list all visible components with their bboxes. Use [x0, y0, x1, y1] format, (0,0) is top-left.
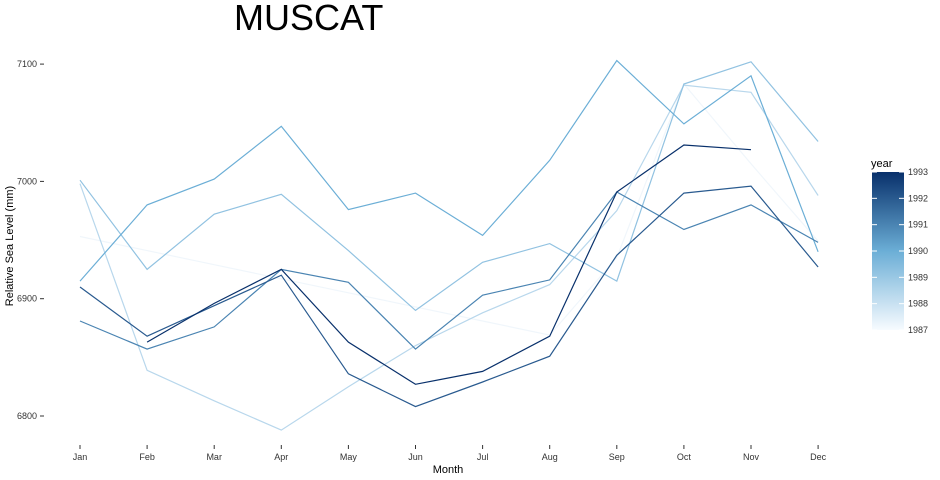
legend-tick-label: 1991 — [908, 220, 928, 230]
x-tick-label: Oct — [677, 452, 692, 462]
x-tick-label: May — [340, 452, 358, 462]
x-axis: Jan Feb Mar Apr May Jun Jul Aug Sep Oct Nov Dec — [73, 445, 827, 462]
legend-tick-label: 1990 — [908, 246, 928, 256]
series-line-1987 — [79, 82, 819, 336]
x-tick-label: Mar — [206, 452, 222, 462]
chart-title: MUSCAT — [234, 0, 383, 38]
series-layer — [79, 59, 819, 431]
x-axis-title: Month — [433, 464, 464, 476]
x-tick-label: Jul — [477, 452, 489, 462]
x-tick-label: Jun — [408, 452, 423, 462]
x-tick-label: Feb — [139, 452, 155, 462]
series-line-1991 — [79, 191, 819, 350]
y-axis-title: Relative Sea Level (mm) — [4, 186, 16, 306]
x-tick-label: Jan — [73, 452, 88, 462]
legend-tick-label: 1988 — [908, 299, 928, 309]
x-tick-label: Apr — [274, 452, 288, 462]
series-line-1993 — [146, 144, 752, 385]
y-tick-label: 6800 — [17, 411, 37, 421]
legend-tick-label: 1992 — [908, 193, 928, 203]
series-line-1988 — [79, 84, 819, 431]
x-tick-label: Dec — [810, 452, 827, 462]
legend-tick-label: 1993 — [908, 167, 928, 177]
y-tick-label: 7000 — [17, 176, 37, 186]
legend-ticks: 1993 1992 1991 1990 1989 1988 1987 — [872, 167, 928, 335]
series-line-1989 — [79, 61, 819, 312]
series-line-1992 — [79, 185, 819, 408]
x-tick-label: Aug — [542, 452, 558, 462]
legend-tick-label: 1989 — [908, 272, 928, 282]
legend: year 1993 1992 1991 1990 1989 1988 1987 — [871, 158, 928, 335]
legend-colorbar — [872, 172, 904, 330]
x-tick-label: Nov — [743, 452, 760, 462]
y-tick-label: 6900 — [17, 294, 37, 304]
plot-area — [79, 59, 819, 431]
y-axis: 6800 6900 7000 7100 — [17, 59, 44, 421]
x-tick-label: Sep — [609, 452, 625, 462]
y-tick-label: 7100 — [17, 59, 37, 69]
legend-title: year — [871, 158, 893, 170]
series-line-1990 — [79, 59, 819, 282]
legend-tick-label: 1987 — [908, 325, 928, 335]
